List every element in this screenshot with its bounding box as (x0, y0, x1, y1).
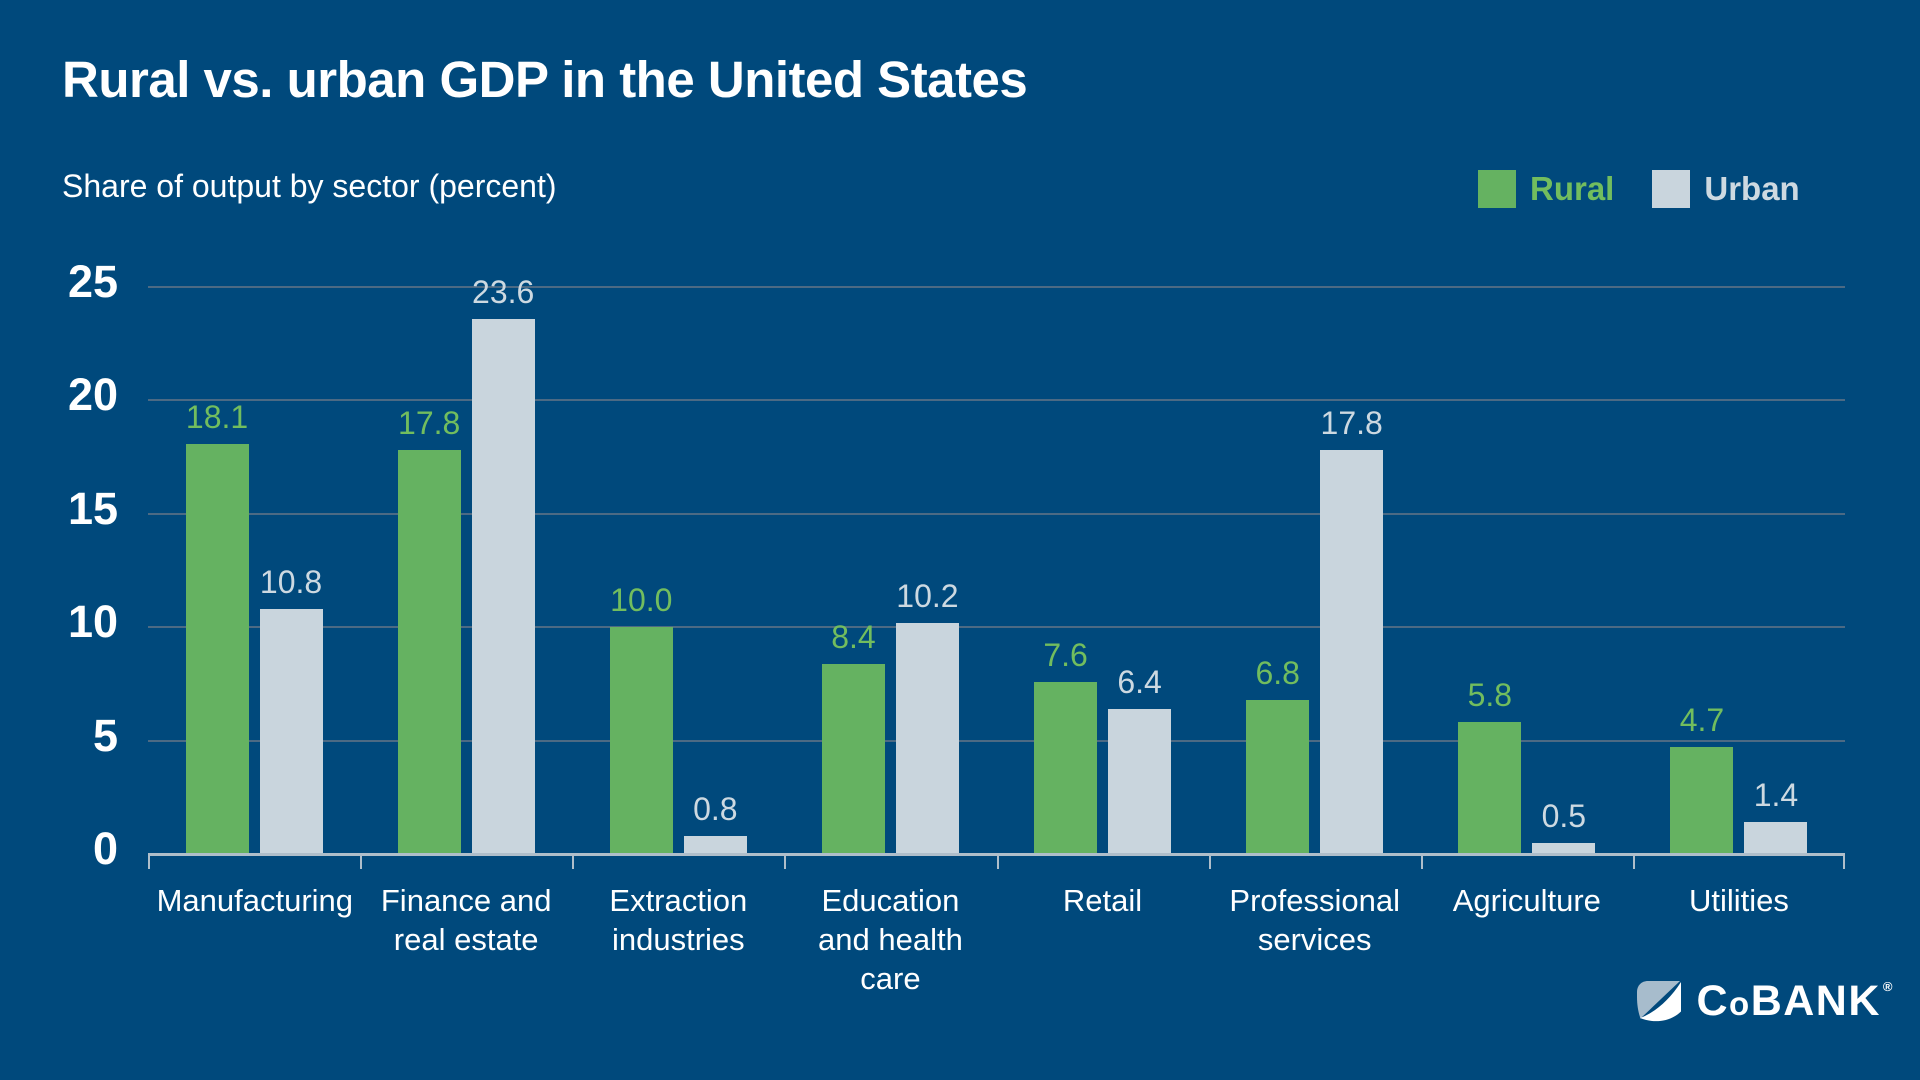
legend-item-urban: Urban (1652, 170, 1800, 208)
bar-rural-7 (1670, 747, 1734, 854)
logo-letter-c: C (1696, 977, 1730, 1025)
category-label-2: Extraction industries (609, 883, 748, 957)
y-axis-label-10: 10 (67, 596, 118, 648)
x-axis-tick-0 (148, 854, 150, 869)
x-axis-tick-4 (996, 854, 999, 869)
value-label-rural-4: 7.6 (1043, 636, 1088, 673)
bar-urban-1 (471, 318, 535, 854)
gridline-25 (148, 286, 1845, 288)
x-axis-tick-8 (1843, 854, 1845, 869)
category-label-6: Agriculture (1452, 883, 1601, 918)
legend-label-rural: Rural (1530, 170, 1615, 207)
bar-rural-4 (1034, 681, 1098, 854)
value-label-urban-5: 17.8 (1320, 405, 1383, 442)
x-axis-tick-6 (1420, 854, 1423, 869)
category-label-7: Utilities (1688, 883, 1789, 918)
logo-letters-bank: BANK (1750, 977, 1881, 1025)
urban-swatch-icon (1652, 170, 1691, 208)
category-label-3: Education and health care (818, 883, 963, 996)
value-label-rural-5: 6.8 (1255, 654, 1300, 691)
gridline-10 (148, 626, 1845, 629)
category-label-1: Finance and real estate (380, 883, 552, 957)
category-label-4: Retail (1062, 883, 1143, 918)
chart-title: Rural vs. urban GDP in the United States (62, 51, 1028, 108)
x-axis-tick-5 (1208, 854, 1211, 869)
value-label-urban-1: 23.6 (472, 273, 535, 310)
value-label-rural-6: 5.8 (1467, 677, 1513, 714)
x-axis-tick-1 (360, 854, 363, 869)
bar-urban-4 (1108, 708, 1172, 854)
cobank-logo-icon (1637, 980, 1682, 1021)
gridline-15 (148, 512, 1845, 515)
legend-item-rural: Rural (1478, 170, 1614, 208)
gridline-5 (148, 739, 1845, 742)
value-label-rural-1: 17.8 (398, 405, 461, 442)
y-axis-label-0: 0 (92, 823, 118, 874)
value-label-urban-2: 0.8 (693, 790, 738, 827)
value-label-rural-0: 18.1 (185, 398, 249, 435)
bar-rural-1 (397, 450, 461, 854)
gridline-20 (148, 399, 1845, 402)
bar-urban-5 (1320, 450, 1384, 854)
y-axis-label-15: 15 (67, 482, 118, 534)
bar-urban-6 (1532, 842, 1596, 854)
legend: Rural Urban (1478, 170, 1800, 208)
y-axis-label-20: 20 (67, 369, 118, 421)
chart-subtitle: Share of output by sector (percent) (62, 168, 557, 204)
x-axis-tick-7 (1632, 854, 1635, 869)
registered-mark: ® (1882, 979, 1894, 994)
category-label-5: Professional services (1229, 883, 1400, 957)
x-axis-tick-2 (572, 854, 575, 869)
y-axis-label-25: 25 (67, 256, 118, 307)
bar-rural-3 (821, 663, 885, 854)
legend-label-urban: Urban (1704, 170, 1800, 207)
bar-urban-0 (259, 609, 323, 854)
value-label-rural-2: 10.0 (610, 582, 673, 619)
bar-rural-5 (1246, 699, 1310, 854)
bar-rural-6 (1458, 722, 1522, 854)
bar-urban-3 (895, 622, 959, 854)
category-label-0: Manufacturing (156, 883, 354, 918)
x-axis-tick-3 (784, 854, 787, 869)
bar-chart-plot-area: 0 5 10 15 20 25 18.1 17.8 10.0 8.4 7.6 6.8 5.8 4.7 10.… (68, 259, 1845, 996)
value-label-urban-4: 6.4 (1117, 663, 1162, 700)
bar-urban-7 (1744, 822, 1808, 854)
y-axis-label-5: 5 (92, 709, 118, 761)
bar-urban-2 (683, 835, 747, 854)
value-label-urban-6: 0.5 (1541, 797, 1587, 834)
value-label-rural-3: 8.4 (831, 618, 876, 655)
value-label-rural-7: 4.7 (1679, 702, 1725, 739)
bar-rural-2 (609, 627, 673, 854)
logo-letter-o: o (1729, 985, 1751, 1022)
bar-rural-0 (185, 443, 249, 854)
value-label-urban-0: 10.8 (259, 564, 323, 601)
value-label-urban-3: 10.2 (896, 577, 959, 614)
rural-swatch-icon (1478, 170, 1516, 208)
value-label-urban-7: 1.4 (1753, 777, 1799, 814)
